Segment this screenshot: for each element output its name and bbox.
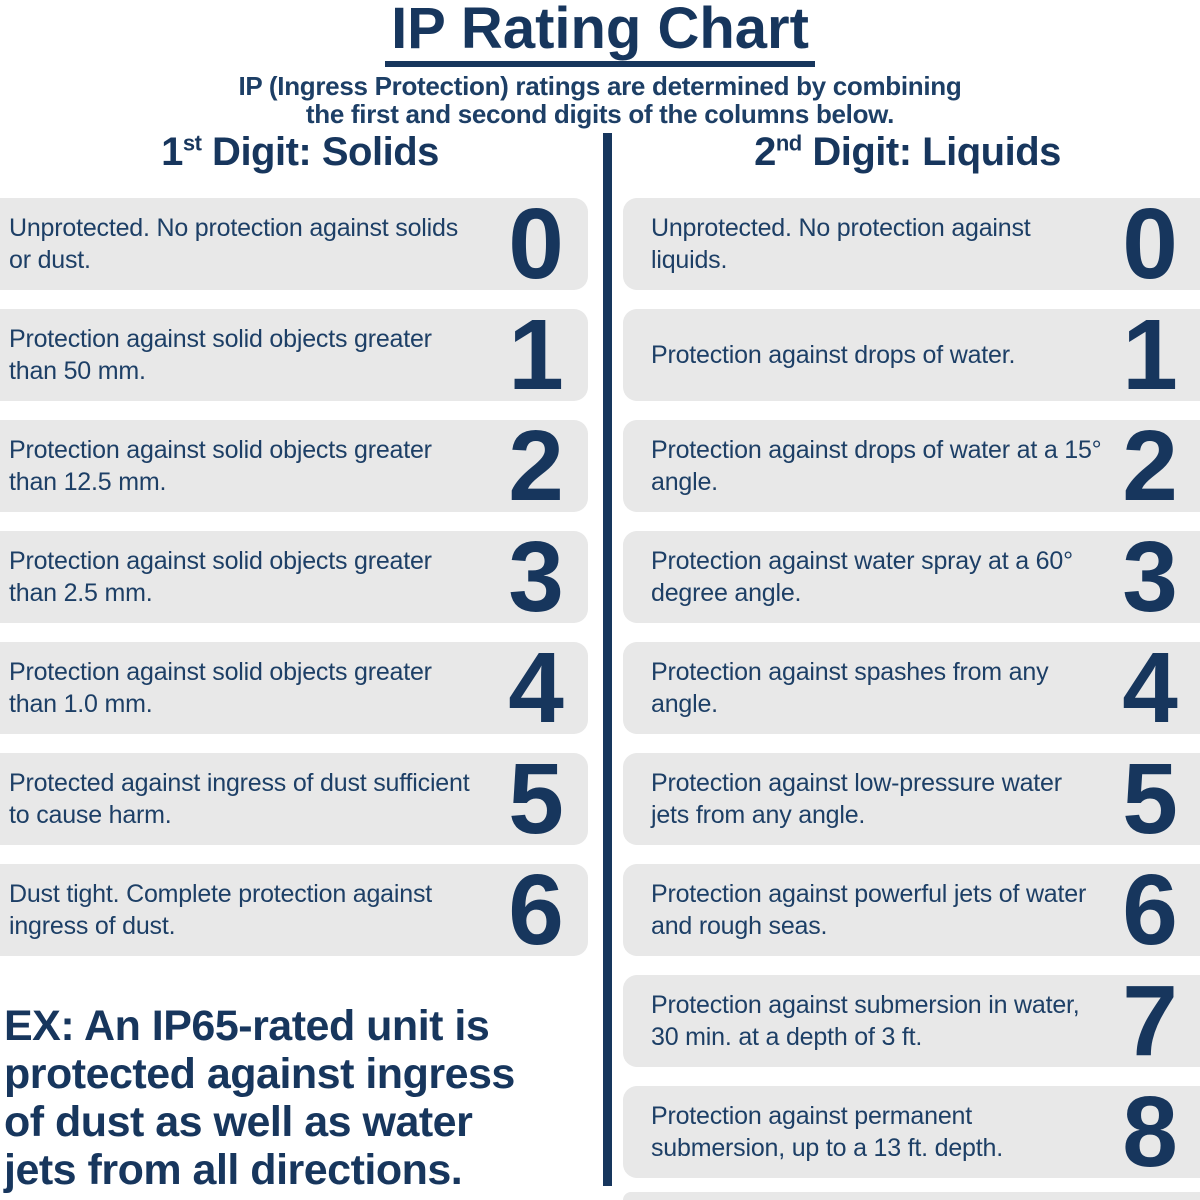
liquids-header-label: Digit: Liquids [801, 130, 1061, 174]
rating-digit: 4 [508, 632, 564, 744]
rating-description: Protection against drops of water at a 1… [651, 436, 1102, 496]
liquids-header-ordinal: nd [775, 130, 802, 156]
example-line-3: of dust as well as water [4, 1098, 473, 1146]
example-line-1: EX: An IP65-rated unit is [4, 1002, 490, 1050]
liquids-column: Unprotected. No protection against liqui… [623, 188, 1200, 1197]
liquids-column-header: 2nd Digit: Liquids [615, 130, 1200, 175]
header: IP Rating Chart IP (Ingress Protection) … [0, 0, 1200, 128]
rating-description: Protection against solid objects greater… [9, 325, 432, 385]
rating-description: Unprotected. No protection against solid… [9, 214, 459, 274]
rating-digit: 5 [508, 743, 564, 855]
rating-digit: 3 [1122, 521, 1178, 633]
rating-description: Protection against solid objects greater… [9, 547, 432, 607]
rating-digit: 5 [1122, 743, 1178, 855]
rating-digit: 8 [1122, 1076, 1178, 1188]
rating-description: Dust tight. Complete protection against … [9, 880, 432, 940]
rating-row: Protection against spashes from any angl… [623, 632, 1200, 744]
page-title: IP Rating Chart [385, 0, 815, 67]
subtitle-line-1: IP (Ingress Protection) ratings are dete… [238, 71, 962, 101]
solids-column: Unprotected. No protection against solid… [0, 188, 588, 975]
liquids-header-number: 2 [754, 130, 776, 174]
rating-row: Protection against solid objects greater… [0, 299, 588, 411]
solids-header-label: Digit: Solids [201, 130, 439, 174]
subtitle: IP (Ingress Protection) ratings are dete… [0, 72, 1200, 128]
rating-description: Protection against spashes from any angl… [651, 658, 1049, 718]
rating-digit: 2 [508, 410, 564, 522]
rating-digit: 6 [508, 854, 564, 966]
rating-row: Protection against water spray at a 60° … [623, 521, 1200, 633]
column-divider [603, 133, 612, 1186]
solids-header-ordinal: st [182, 130, 202, 156]
rating-description: Protection against solid objects greater… [9, 658, 432, 718]
rating-description: Protection against drops of water. [651, 341, 1016, 369]
rating-digit: 0 [508, 188, 564, 300]
rating-digit: 2 [1122, 410, 1178, 522]
rating-row: Protection against solid objects greater… [0, 632, 588, 744]
rating-description: Unprotected. No protection against liqui… [651, 214, 1031, 274]
rating-row: Unprotected. No protection against solid… [0, 188, 588, 300]
rating-row: Protection against solid objects greater… [0, 410, 588, 522]
rating-row: Protection against permanent submersion,… [623, 1076, 1200, 1188]
example-line-4: jets from all directions. [4, 1146, 463, 1194]
rating-digit: 4 [1122, 632, 1178, 744]
rating-row: Unprotected. No protection against liqui… [623, 188, 1200, 300]
rating-description: Protection against powerful jets of wate… [651, 880, 1087, 940]
solids-column-header: 1st Digit: Solids [0, 130, 600, 175]
cutoff-card-strip [623, 1192, 1200, 1200]
rating-description: Protection against submersion in water, … [651, 991, 1080, 1051]
rating-description: Protected against ingress of dust suffic… [9, 769, 470, 829]
rating-digit: 3 [508, 521, 564, 633]
rating-row: Protection against drops of water. 1 [623, 299, 1200, 411]
rating-row: Protection against submersion in water, … [623, 965, 1200, 1077]
rating-digit: 6 [1122, 854, 1178, 966]
solids-header-number: 1 [161, 130, 183, 174]
rating-digit: 7 [1122, 965, 1178, 1077]
rating-digit: 1 [508, 299, 564, 411]
rating-description: Protection against low-pressure water je… [651, 769, 1062, 829]
subtitle-line-2: the first and second digits of the colum… [305, 99, 895, 129]
rating-description: Protection against water spray at a 60° … [651, 547, 1073, 607]
rating-row: Protected against ingress of dust suffic… [0, 743, 588, 855]
rating-description: Protection against permanent submersion,… [651, 1102, 1003, 1162]
rating-row: Dust tight. Complete protection against … [0, 854, 588, 966]
example-text: EX: An IP65-rated unit is protected agai… [4, 1002, 604, 1194]
rating-row: Protection against powerful jets of wate… [623, 854, 1200, 966]
rating-digit: 1 [1122, 299, 1178, 411]
rating-description: Protection against solid objects greater… [9, 436, 432, 496]
rating-row: Protection against drops of water at a 1… [623, 410, 1200, 522]
rating-row: Protection against low-pressure water je… [623, 743, 1200, 855]
rating-row: Protection against solid objects greater… [0, 521, 588, 633]
example-line-2: protected against ingress [4, 1050, 515, 1098]
rating-digit: 0 [1122, 188, 1178, 300]
